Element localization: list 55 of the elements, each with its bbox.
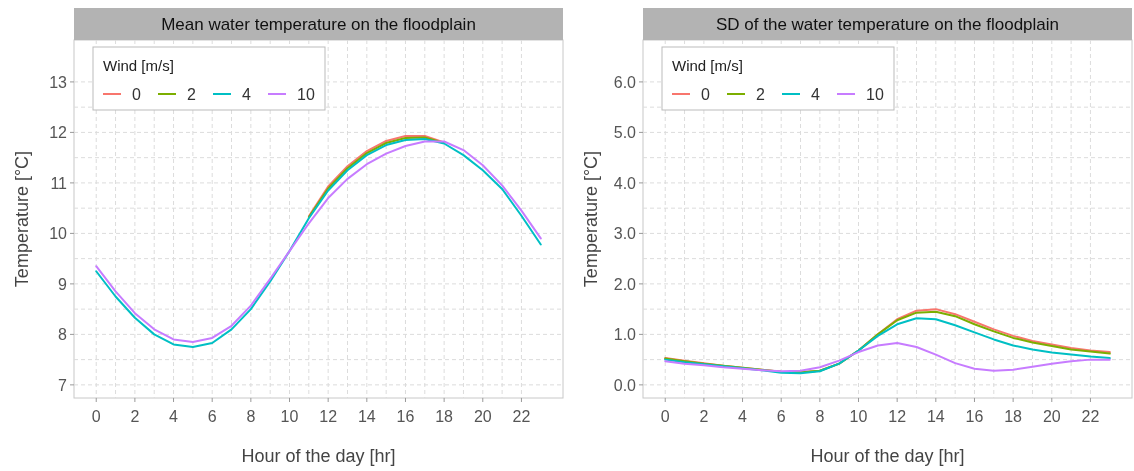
legend-label: 10 <box>866 86 884 103</box>
x-tick-label: 10 <box>280 408 299 425</box>
x-tick-label: 16 <box>396 408 415 425</box>
legend-label: 2 <box>756 86 765 103</box>
x-tick-label: 12 <box>888 408 907 425</box>
x-tick-label: 10 <box>849 408 868 425</box>
legend-title: Wind [m/s] <box>672 57 743 74</box>
x-tick-label: 4 <box>738 408 748 425</box>
x-tick-label: 20 <box>1042 408 1061 425</box>
line-series <box>664 341 1111 373</box>
y-tick-label: 10 <box>49 225 68 243</box>
legend-title: Wind [m/s] <box>103 57 174 74</box>
chart-title: SD of the water temperature on the floodplain <box>715 15 1060 34</box>
y-tick-label: 8 <box>58 326 68 344</box>
x-axis-title: Hour of the day [hr] <box>241 446 396 466</box>
x-tick-label: 0 <box>660 408 670 425</box>
chart-title: Mean water temperature on the floodplain <box>161 15 476 34</box>
y-tick-label: 7 <box>58 376 68 394</box>
x-tick-label: 12 <box>319 408 338 425</box>
y-tick-label: 13 <box>49 73 68 91</box>
y-tick-label: 4.0 <box>613 174 637 192</box>
x-tick-label: 0 <box>91 408 101 425</box>
x-tick-label: 6 <box>207 408 217 425</box>
x-tick-label: 2 <box>130 408 140 425</box>
x-tick-label: 8 <box>815 408 825 425</box>
legend-label: 4 <box>811 86 820 103</box>
y-tick-label: 1.0 <box>613 326 637 344</box>
y-tick-label: 0.0 <box>613 376 637 394</box>
y-tick-label: 6.0 <box>613 73 637 91</box>
y-tick-label: 11 <box>50 174 68 192</box>
x-tick-label: 22 <box>512 408 531 425</box>
x-tick-label: 2 <box>699 408 709 425</box>
legend-label: 2 <box>187 86 196 103</box>
y-tick-label: 12 <box>49 124 68 142</box>
legend-label: 0 <box>132 86 141 103</box>
x-tick-label: 18 <box>1004 408 1023 425</box>
y-axis-title: Temperature [°C] <box>581 150 601 288</box>
x-tick-label: 18 <box>435 408 454 425</box>
x-tick-label: 20 <box>473 408 492 425</box>
x-tick-label: 14 <box>926 408 945 425</box>
legend-label: 10 <box>297 86 315 103</box>
y-axis-title: Temperature [°C] <box>12 150 32 288</box>
y-tick-label: 9 <box>58 275 68 293</box>
x-tick-label: 8 <box>246 408 256 425</box>
y-tick-label: 3.0 <box>613 225 637 243</box>
legend-label: 4 <box>242 86 251 103</box>
x-tick-label: 6 <box>776 408 786 425</box>
x-tick-label: 16 <box>965 408 984 425</box>
legend-label: 0 <box>701 86 710 103</box>
x-tick-label: 4 <box>169 408 179 425</box>
y-tick-label: 5.0 <box>613 124 637 142</box>
x-tick-label: 22 <box>1081 408 1100 425</box>
x-axis-title: Hour of the day [hr] <box>810 446 965 466</box>
x-tick-label: 14 <box>357 408 376 425</box>
y-tick-label: 2.0 <box>613 275 637 293</box>
